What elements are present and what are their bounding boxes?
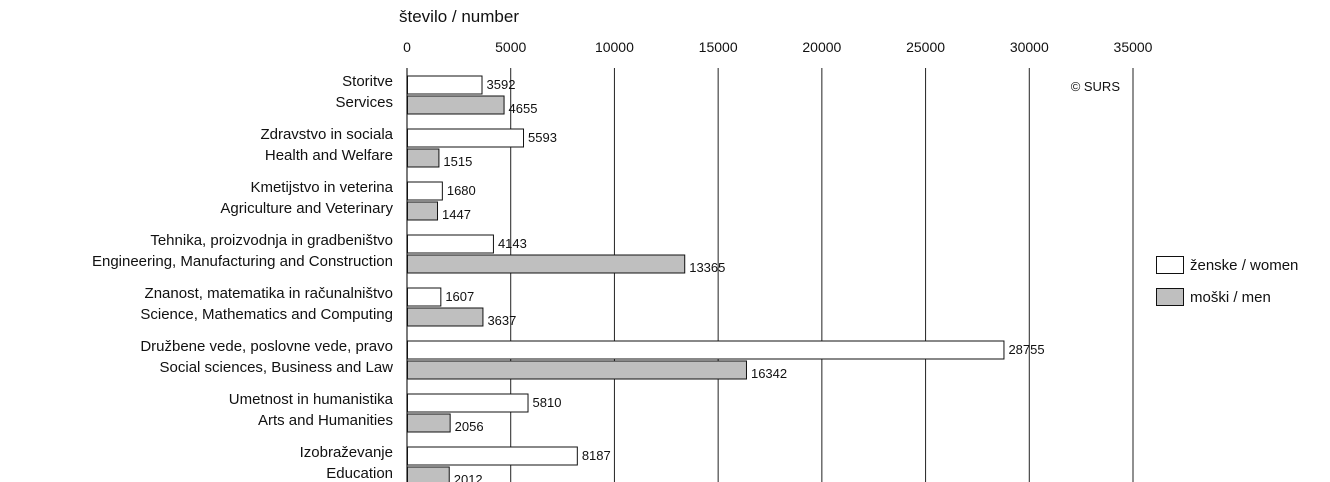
category-label: Kmetijstvo in veterina xyxy=(250,179,393,196)
category-label: Zdravstvo in sociala xyxy=(260,126,393,143)
bar-men xyxy=(407,148,440,168)
x-tick-label: 0 xyxy=(403,39,411,55)
legend: ženske / women moški / men xyxy=(1156,255,1298,319)
bar-women xyxy=(407,393,529,413)
bar-men xyxy=(407,466,450,482)
value-label-men: 4655 xyxy=(509,101,538,116)
x-tick-label: 35000 xyxy=(1114,39,1153,55)
bar-women xyxy=(407,75,483,95)
value-label-women: 4143 xyxy=(498,236,527,251)
value-label-men: 2012 xyxy=(454,472,483,482)
value-label-men: 3637 xyxy=(487,313,516,328)
category-label: Agriculture and Veterinary xyxy=(220,200,393,217)
category-label: Tehnika, proizvodnja in gradbeništvo xyxy=(150,232,393,249)
value-label-women: 5810 xyxy=(533,395,562,410)
bar-women xyxy=(407,128,525,148)
x-tick-label: 20000 xyxy=(802,39,841,55)
bar-women xyxy=(407,287,442,307)
legend-item-men: moški / men xyxy=(1156,287,1298,307)
category-label: Education xyxy=(326,465,393,482)
category-label: Services xyxy=(335,94,393,111)
x-tick-label: 5000 xyxy=(495,39,526,55)
value-label-men: 1447 xyxy=(442,207,471,222)
category-label: Storitve xyxy=(342,73,393,90)
category-label: Arts and Humanities xyxy=(258,412,393,429)
value-label-men: 2056 xyxy=(455,419,484,434)
bar-women xyxy=(407,234,494,254)
value-label-women: 1680 xyxy=(447,183,476,198)
legend-item-women: ženske / women xyxy=(1156,255,1298,275)
copyright-note: © SURS xyxy=(1071,79,1121,94)
bar-men xyxy=(407,254,686,274)
legend-label-women: ženske / women xyxy=(1190,256,1299,274)
category-label: Družbene vede, poslovne vede, pravo xyxy=(140,338,393,355)
x-tick-label: 10000 xyxy=(595,39,634,55)
category-label: Health and Welfare xyxy=(265,147,393,164)
x-tick-label: 25000 xyxy=(906,39,945,55)
bar-men xyxy=(407,201,439,221)
legend-swatch-women xyxy=(1156,256,1184,274)
legend-label-men: moški / men xyxy=(1190,288,1271,306)
bar-men xyxy=(407,307,484,327)
value-label-women: 28755 xyxy=(1008,342,1044,357)
x-axis-title: število / number xyxy=(399,7,519,26)
value-label-women: 8187 xyxy=(582,448,611,463)
x-tick-label: 15000 xyxy=(699,39,738,55)
bar-men xyxy=(407,413,451,433)
category-label: Izobraževanje xyxy=(300,444,393,461)
category-label: Znanost, matematika in računalništvo xyxy=(145,285,393,302)
value-label-women: 1607 xyxy=(445,289,474,304)
value-label-men: 16342 xyxy=(751,366,787,381)
bar-men xyxy=(407,95,505,115)
bar-women xyxy=(407,446,578,466)
legend-swatch-men xyxy=(1156,288,1184,306)
category-label: Science, Mathematics and Computing xyxy=(140,306,393,323)
value-label-women: 3592 xyxy=(487,77,516,92)
value-label-men: 13365 xyxy=(689,260,725,275)
category-label: Social sciences, Business and Law xyxy=(160,359,394,376)
category-label: Umetnost in humanistika xyxy=(229,391,394,408)
bar-women xyxy=(407,181,443,201)
bar-men xyxy=(407,360,747,380)
x-tick-label: 30000 xyxy=(1010,39,1049,55)
bar-women xyxy=(407,340,1005,360)
value-label-women: 5593 xyxy=(528,130,557,145)
category-label: Engineering, Manufacturing and Construct… xyxy=(92,253,393,270)
value-label-men: 1515 xyxy=(443,154,472,169)
